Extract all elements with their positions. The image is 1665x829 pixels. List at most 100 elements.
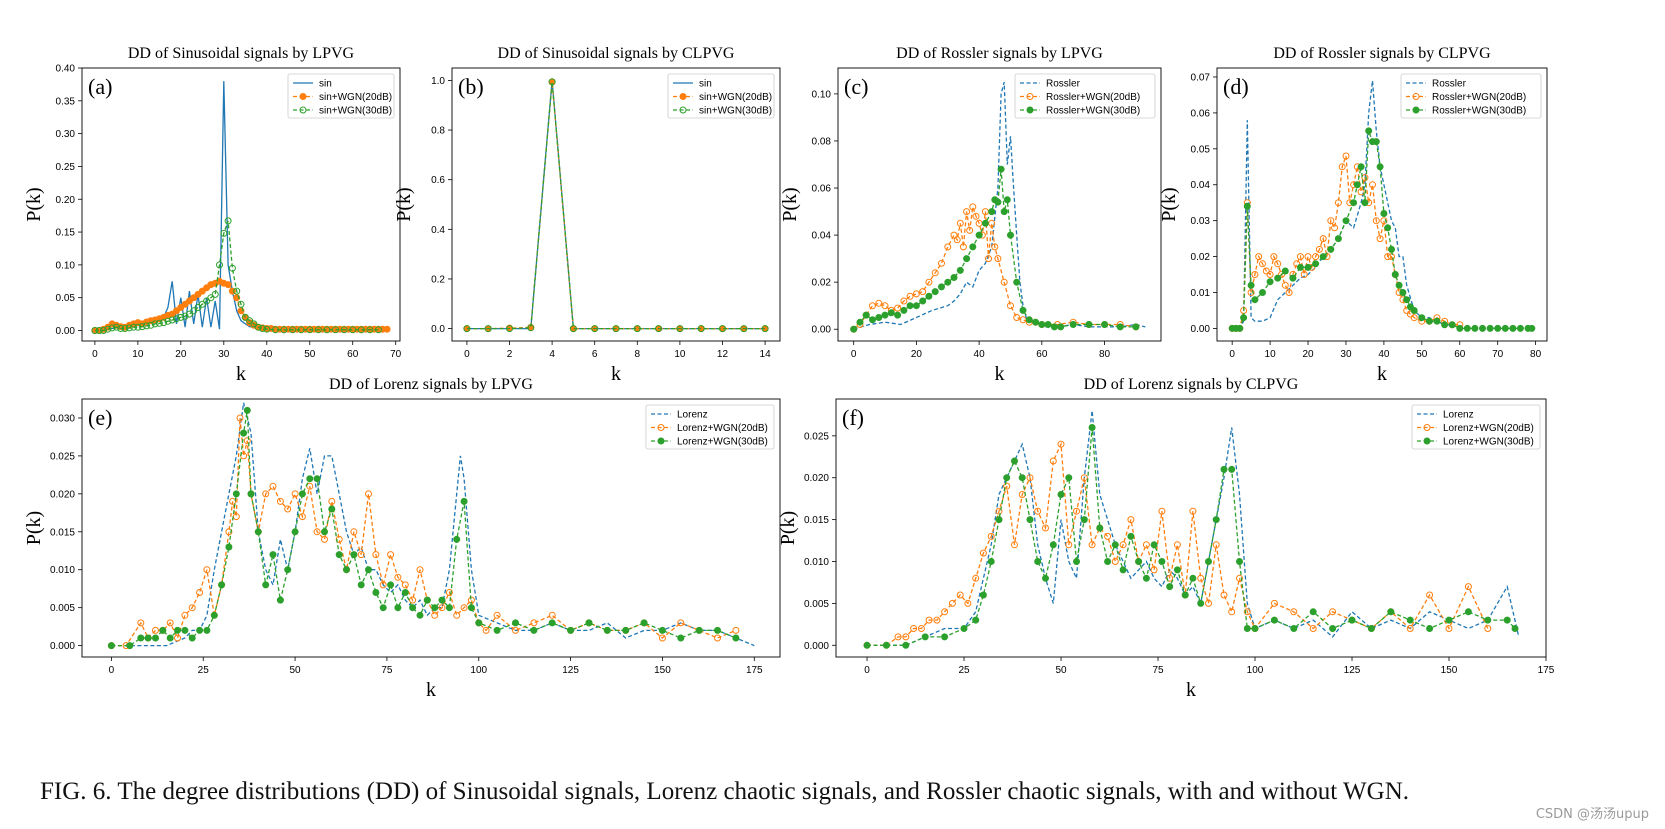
y-tick-label: 0.025	[804, 431, 829, 442]
data-point	[1304, 253, 1312, 261]
data-point	[530, 626, 538, 634]
data-point	[1266, 278, 1274, 286]
data-point	[365, 566, 372, 574]
data-point	[137, 634, 145, 642]
data-point	[467, 604, 475, 612]
legend-entry: Rossler	[1432, 79, 1467, 90]
legend-entry: sin+WGN(30dB)	[319, 106, 392, 117]
plot-area	[1228, 80, 1536, 332]
data-point	[902, 633, 910, 641]
data-point	[1270, 599, 1278, 607]
data-point	[143, 322, 150, 330]
data-point	[262, 490, 270, 498]
panel-label: (c)	[844, 74, 868, 99]
y-tick-label: 0.010	[804, 557, 829, 568]
data-point	[211, 290, 219, 298]
data-point	[1479, 324, 1486, 332]
data-point	[1096, 524, 1104, 532]
y-tick-label: 0.000	[804, 641, 829, 652]
data-point	[925, 292, 933, 300]
data-point	[151, 320, 159, 328]
data-point	[1270, 253, 1278, 261]
data-point	[732, 634, 740, 642]
x-tick-label: 70	[390, 349, 402, 360]
data-point	[1319, 253, 1327, 261]
data-point	[298, 513, 306, 521]
data-point	[387, 551, 395, 559]
data-point	[276, 497, 284, 505]
data-point	[912, 290, 920, 298]
x-tick-label: 40	[261, 349, 273, 360]
data-point	[676, 325, 684, 333]
data-point	[1080, 474, 1088, 482]
y-tick-label: 0.05	[1191, 144, 1211, 155]
data-point	[677, 619, 685, 627]
x-axis-label: k	[995, 363, 1005, 385]
data-point	[493, 626, 501, 634]
y-axis-label: P(k)	[1158, 187, 1180, 221]
y-tick-label: 1.0	[431, 76, 445, 87]
data-point	[938, 283, 945, 291]
data-point	[655, 325, 663, 333]
data-point	[1312, 260, 1320, 268]
series-line-1	[111, 417, 737, 647]
data-point	[902, 641, 910, 649]
data-point	[941, 608, 949, 616]
x-tick-label: 10	[674, 349, 686, 360]
figure-caption: FIG. 6. The degree distributions (DD) of…	[40, 778, 1409, 805]
data-point	[247, 490, 255, 498]
data-point	[1057, 491, 1065, 498]
data-point	[985, 255, 992, 263]
data-point	[869, 316, 876, 324]
data-point	[130, 323, 138, 331]
data-point	[1274, 260, 1282, 268]
data-point	[1376, 163, 1384, 171]
data-point	[1019, 306, 1027, 314]
y-tick-label: 0.10	[56, 260, 76, 271]
series-line-0	[94, 81, 388, 332]
data-point	[240, 429, 248, 437]
data-point	[423, 596, 431, 604]
data-point	[1290, 608, 1298, 616]
data-point	[207, 294, 215, 302]
data-point	[1395, 281, 1403, 289]
data-point	[117, 325, 125, 332]
data-point	[1150, 541, 1158, 549]
y-tick-label: 0.00	[56, 326, 76, 337]
data-point	[121, 325, 129, 332]
data-point	[1471, 324, 1479, 332]
chart-panel-d: DD of Rossler signals by CLPVG 0 10 20 30 40 5…	[1158, 45, 1548, 385]
x-tick-label: 10	[1265, 349, 1277, 360]
data-point	[138, 323, 146, 331]
data-point	[291, 490, 299, 498]
data-point	[740, 325, 748, 333]
data-point	[164, 317, 172, 325]
data-point	[460, 604, 468, 612]
data-point	[1357, 188, 1365, 196]
data-point	[188, 604, 196, 612]
data-point	[1353, 181, 1361, 189]
x-tick-label: 10	[132, 349, 144, 360]
data-point	[1073, 558, 1080, 565]
y-axis-label: P(k)	[393, 187, 415, 221]
data-point	[1350, 199, 1358, 207]
data-point	[241, 313, 249, 321]
data-point	[906, 292, 914, 300]
data-point	[259, 325, 266, 332]
data-point	[366, 326, 374, 334]
data-point	[340, 326, 348, 334]
legend-entry: sin+WGN(30dB)	[699, 106, 772, 117]
plot-area	[463, 78, 769, 333]
data-point	[188, 634, 196, 642]
y-axis-label: P(k)	[777, 511, 799, 545]
data-point	[313, 475, 321, 483]
data-point	[1000, 208, 1008, 216]
data-point	[972, 212, 980, 220]
data-point	[869, 302, 876, 310]
data-point	[1212, 541, 1220, 549]
y-tick-label: 0.8	[431, 126, 445, 137]
data-point	[401, 581, 409, 589]
data-point	[1025, 316, 1033, 324]
data-point	[134, 323, 142, 331]
data-point	[1406, 310, 1414, 318]
